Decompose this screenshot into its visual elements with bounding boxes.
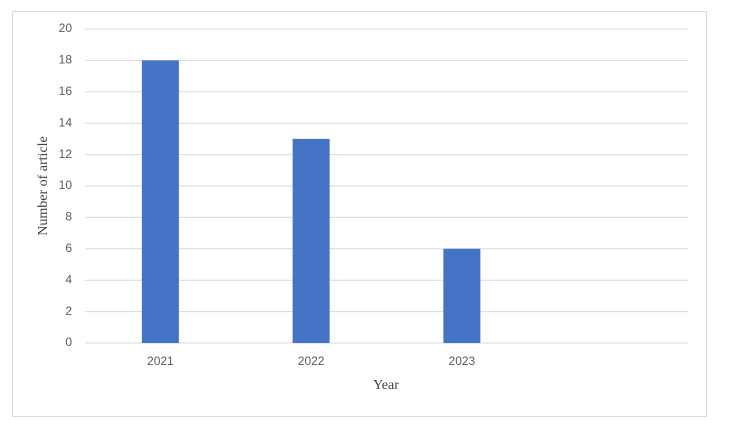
y-tick-label: 10: [59, 178, 73, 192]
bar: [443, 248, 481, 343]
x-axis-title: Year: [373, 378, 399, 393]
y-tick-label: 16: [59, 84, 73, 98]
y-tick-label: 18: [59, 53, 73, 67]
bar: [141, 60, 179, 344]
chart-border: [12, 11, 707, 417]
y-tick-label: 14: [59, 115, 73, 129]
x-tick-label: 2023: [449, 354, 476, 368]
y-axis-title: Number of article: [36, 136, 51, 236]
x-tick-label: 2021: [147, 354, 174, 368]
y-tick-label: 6: [65, 241, 72, 255]
bar: [292, 138, 330, 343]
y-tick-label: 2: [65, 304, 72, 318]
y-tick-label: 20: [59, 21, 73, 35]
y-tick-label: 12: [59, 147, 73, 161]
y-tick-label: 8: [65, 210, 72, 224]
x-tick-label: 2022: [298, 354, 325, 368]
y-tick-label: 0: [65, 335, 72, 349]
y-tick-label: 4: [65, 272, 72, 286]
